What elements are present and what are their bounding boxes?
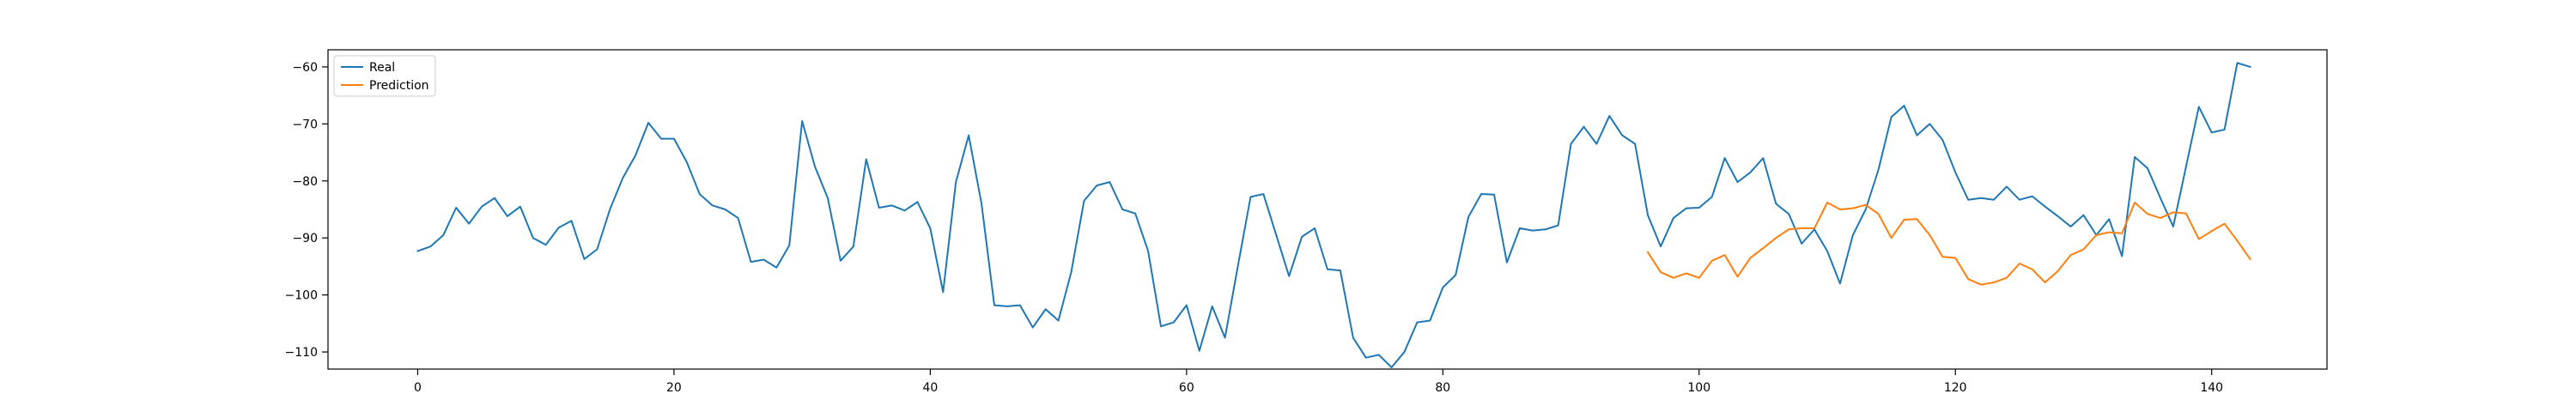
legend: Real Prediction bbox=[333, 55, 436, 97]
x-tick-label: 140 bbox=[2200, 381, 2223, 395]
x-tick-label: 0 bbox=[414, 381, 422, 395]
x-tick-label: 60 bbox=[1179, 381, 1194, 395]
x-tick-label: 40 bbox=[922, 381, 938, 395]
x-tick-label: 100 bbox=[1687, 381, 1710, 395]
series-lines bbox=[416, 62, 2251, 369]
y-tick-label: −70 bbox=[292, 118, 318, 131]
y-tick-label: −100 bbox=[285, 289, 318, 303]
series-line-prediction bbox=[1646, 202, 2251, 286]
legend-box bbox=[333, 55, 436, 97]
axis-ticks: 0 20 40 60 80 100 120 140 −110 −100 −90 −80 −70 −60 bbox=[285, 61, 2224, 395]
legend-label: Prediction bbox=[369, 79, 429, 93]
plot-frame bbox=[327, 49, 2328, 370]
y-tick-label: −60 bbox=[292, 61, 318, 75]
y-tick-label: −110 bbox=[285, 346, 318, 360]
y-tick-label: −90 bbox=[292, 232, 318, 245]
x-tick-label: 80 bbox=[1435, 381, 1450, 395]
series-line-real bbox=[416, 62, 2251, 369]
x-tick-label: 120 bbox=[1944, 381, 1967, 395]
legend-label: Real bbox=[369, 61, 395, 75]
x-tick-label: 20 bbox=[666, 381, 682, 395]
y-tick-label: −80 bbox=[292, 175, 318, 189]
